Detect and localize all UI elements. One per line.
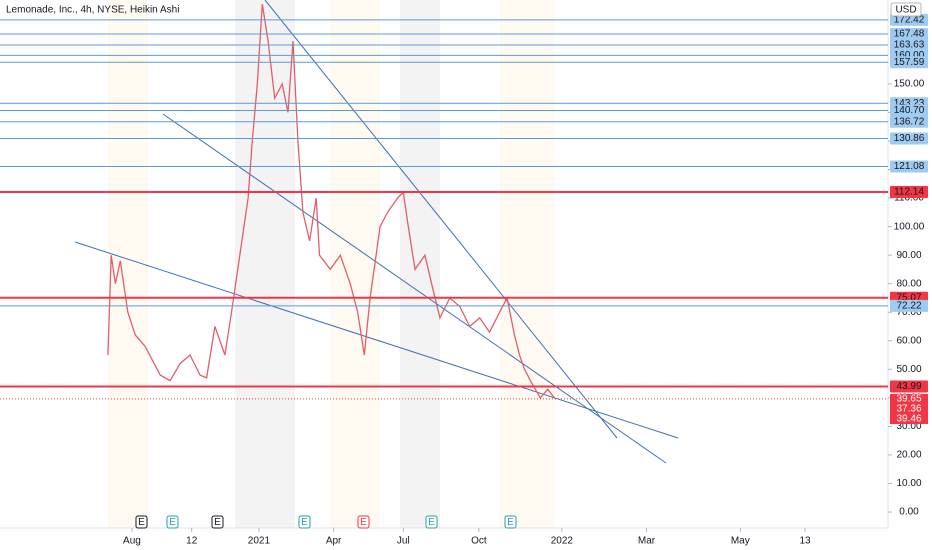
- event-label: E: [138, 517, 145, 528]
- y-tick-label: 70.00: [896, 307, 921, 318]
- event-label: E: [169, 517, 176, 528]
- price-label-box: [890, 404, 928, 414]
- x-tick-label: 12: [186, 536, 198, 547]
- level-label-box: [890, 185, 928, 198]
- event-label: E: [507, 517, 514, 528]
- level-label-box: [890, 28, 928, 41]
- level-label: 43.99: [896, 381, 921, 392]
- level-label-box: [890, 160, 928, 173]
- level-label-box: [890, 13, 928, 26]
- price-label-box: [890, 414, 928, 424]
- trend-lines: [74, 0, 679, 464]
- x-tick-label: 2022: [551, 536, 574, 547]
- level-label: 136.72: [894, 116, 925, 127]
- price-label: 39.65: [896, 394, 921, 405]
- level-label: 75.07: [896, 292, 921, 303]
- level-label-box: [890, 132, 928, 145]
- event-marker: [211, 515, 224, 529]
- level-label: 160.00: [894, 50, 925, 61]
- y-tick-label: 30.00: [896, 421, 921, 432]
- level-label-box: [890, 39, 928, 52]
- level-label: 163.63: [894, 40, 925, 51]
- level-label: 112.14: [894, 187, 924, 198]
- y-tick-label: 60.00: [896, 335, 921, 346]
- x-tick-label: Apr: [326, 536, 342, 547]
- event-marker: [298, 515, 311, 529]
- x-tick-label: Jul: [397, 536, 410, 547]
- level-label: 140.70: [894, 105, 925, 116]
- x-tick-label: 13: [799, 536, 811, 547]
- event-label: E: [428, 517, 435, 528]
- price-line: [107, 3, 556, 400]
- y-tick-label: 80.00: [896, 278, 921, 289]
- event-marker: [425, 515, 438, 529]
- event-label: E: [301, 517, 308, 528]
- x-tick-label: 2021: [248, 536, 271, 547]
- y-tick-label: 50.00: [896, 364, 921, 375]
- event-label: E: [360, 517, 367, 528]
- level-label: 143.23: [894, 98, 925, 109]
- currency-box: [890, 2, 922, 17]
- event-marker: [357, 515, 370, 529]
- y-tick-label: 90.00: [896, 250, 921, 261]
- level-label: 72.22: [896, 301, 921, 312]
- session-shading: [108, 0, 555, 528]
- level-label-box: [890, 56, 928, 69]
- level-label-box: [890, 115, 928, 128]
- y-tick-label: 110.00: [894, 193, 924, 204]
- y-tick-label: 10.00: [896, 478, 921, 489]
- x-tick-label: May: [731, 536, 750, 547]
- level-label: 172.42: [894, 15, 925, 26]
- price-label-box: [890, 394, 928, 404]
- level-label-box: [890, 380, 928, 393]
- level-label: 167.48: [894, 29, 925, 40]
- y-tick-label: 100.00: [894, 221, 925, 232]
- level-label-box: [890, 299, 928, 312]
- x-tick-label: Mar: [638, 536, 656, 547]
- event-marker: [504, 515, 517, 529]
- level-label: 157.59: [894, 57, 925, 68]
- price-label: 37.36: [896, 404, 921, 415]
- x-tick-label: Aug: [123, 536, 141, 547]
- level-label-box: [890, 104, 928, 117]
- price-label: 39.46: [896, 414, 921, 425]
- x-tick-label: Oct: [471, 536, 487, 547]
- y-tick-label: 20.00: [896, 450, 921, 461]
- event-marker: [166, 515, 179, 529]
- event-marker: [135, 515, 148, 529]
- y-tick-label: 150.00: [894, 79, 925, 90]
- y-tick-label: 0.00: [899, 507, 919, 518]
- level-label: 130.86: [894, 133, 925, 144]
- level-label: 121.08: [894, 161, 925, 172]
- event-label: E: [214, 517, 221, 528]
- currency-label: USD: [895, 5, 916, 16]
- chart-title: Lemonade, Inc., 4h, NYSE, Heikin Ashi: [6, 5, 179, 16]
